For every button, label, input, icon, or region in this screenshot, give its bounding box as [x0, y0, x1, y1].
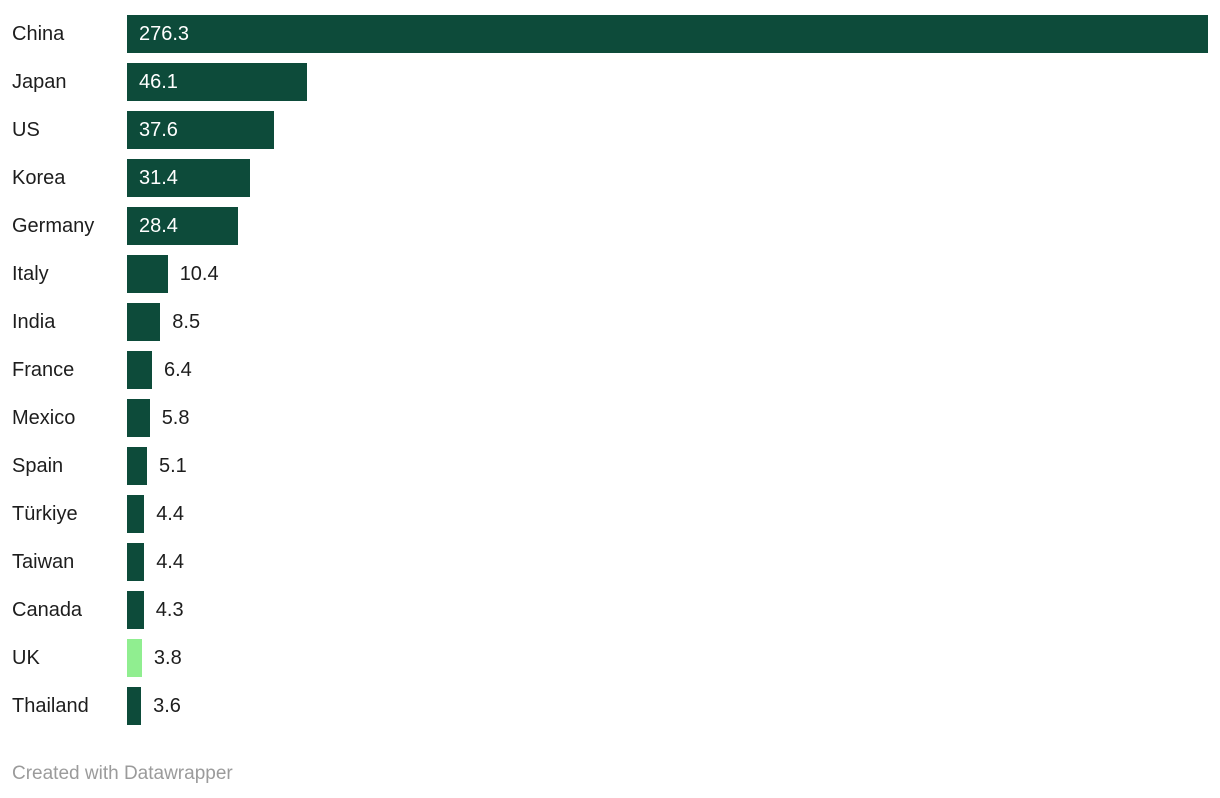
- category-label: France: [12, 359, 75, 381]
- bar-row: Spain 5.1: [0, 442, 1220, 490]
- bar-row: Thailand 3.6: [0, 682, 1220, 730]
- bar-row: France 6.4: [0, 346, 1220, 394]
- bar-row: UK 3.8: [0, 634, 1220, 682]
- value-label: 31.4: [139, 167, 178, 189]
- bar: [127, 639, 142, 677]
- category-label: India: [12, 311, 56, 333]
- value-label: 6.4: [164, 359, 192, 381]
- bar-row: Japan 46.1: [0, 58, 1220, 106]
- bar: [127, 687, 142, 725]
- bar-chart-rows: China 276.3 Japan 46.1 US 37.6 Korea 31.4 German…: [0, 10, 1220, 730]
- bar: [127, 591, 144, 629]
- bar-row: Germany 28.4: [0, 202, 1220, 250]
- bar: [127, 399, 150, 437]
- bar-row: China 276.3: [0, 10, 1220, 58]
- bar-row: Korea 31.4: [0, 154, 1220, 202]
- bar: [127, 543, 145, 581]
- value-label: 37.6: [139, 119, 178, 141]
- bar: [127, 447, 147, 485]
- bar: [127, 495, 145, 533]
- value-label: 276.3: [139, 23, 190, 45]
- value-label: 3.8: [153, 647, 182, 669]
- bar-row: Taiwan 4.4: [0, 538, 1220, 586]
- category-label: China: [12, 23, 65, 45]
- bar: [127, 159, 250, 197]
- value-label: 28.4: [139, 215, 178, 237]
- category-label: Thailand: [12, 695, 89, 717]
- value-label: 5.8: [161, 407, 190, 429]
- bar: [127, 255, 168, 293]
- bar: [127, 303, 161, 341]
- category-label: Mexico: [12, 407, 76, 429]
- bar-row: Italy 10.4: [0, 250, 1220, 298]
- value-label: 10.4: [179, 263, 219, 285]
- bar: [127, 15, 1208, 53]
- category-label: Türkiye: [12, 503, 78, 525]
- category-label: Spain: [12, 455, 64, 477]
- bar-row: India 8.5: [0, 298, 1220, 346]
- bar-row: Türkiye 4.4: [0, 490, 1220, 538]
- value-label: 3.6: [153, 695, 181, 717]
- category-label: Canada: [12, 599, 83, 621]
- category-label: Taiwan: [12, 551, 75, 573]
- bar: [127, 63, 308, 101]
- value-label: 4.4: [156, 503, 184, 525]
- category-label: UK: [12, 647, 40, 669]
- value-label: 46.1: [139, 71, 178, 93]
- bar-row: Canada 4.3: [0, 586, 1220, 634]
- bar: [127, 111, 275, 149]
- category-label: Japan: [12, 71, 67, 93]
- category-label: Germany: [12, 215, 95, 237]
- attribution-text: Created with Datawrapper: [12, 763, 233, 784]
- category-label: Korea: [12, 167, 66, 189]
- value-label: 8.5: [172, 311, 201, 333]
- value-label: 5.1: [159, 455, 187, 477]
- bar-row: US 37.6: [0, 106, 1220, 154]
- bar: [127, 351, 152, 389]
- category-label: Italy: [12, 263, 49, 285]
- value-label: 4.3: [155, 599, 184, 621]
- bar-row: Mexico 5.8: [0, 394, 1220, 442]
- bar: [127, 207, 239, 245]
- category-label: US: [12, 119, 40, 141]
- value-label: 4.4: [156, 551, 184, 573]
